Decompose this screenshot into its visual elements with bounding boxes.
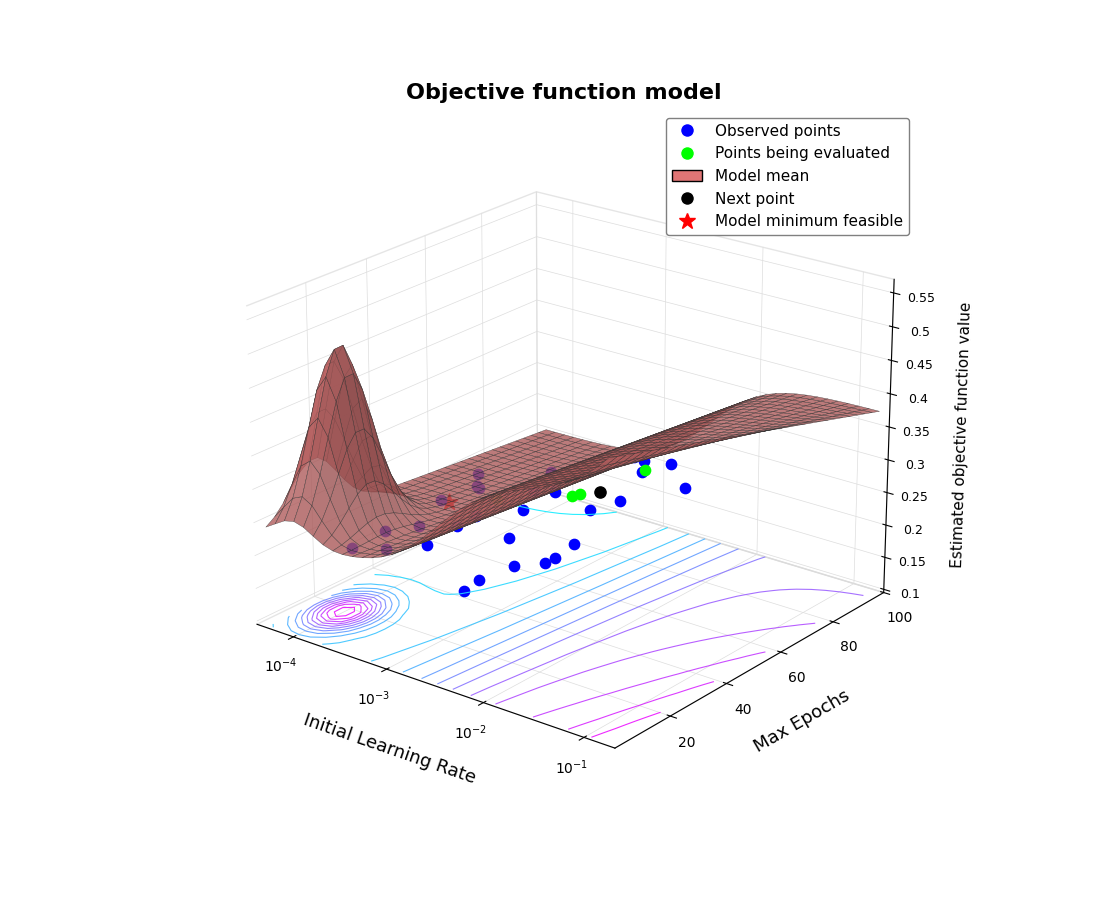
Title: Objective function model: Objective function model bbox=[406, 82, 722, 103]
Y-axis label: Max Epochs: Max Epochs bbox=[750, 687, 852, 756]
Legend: Observed points, Points being evaluated, Model mean, Next point, Model minimum f: Observed points, Points being evaluated,… bbox=[666, 117, 909, 235]
X-axis label: Initial Learning Rate: Initial Learning Rate bbox=[300, 711, 477, 787]
